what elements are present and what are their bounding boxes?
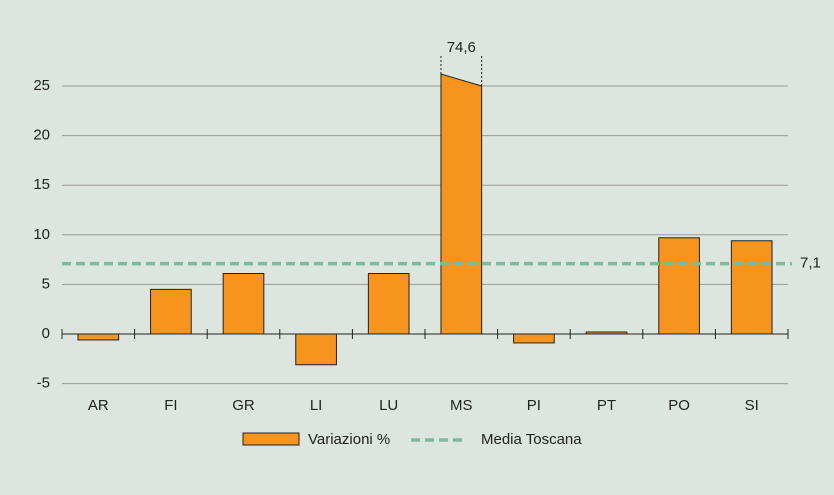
bar <box>367 272 410 335</box>
y-tick-label: 15 <box>33 176 50 193</box>
x-tick-label: GR <box>232 397 255 414</box>
y-tick-label: 0 <box>42 325 50 342</box>
y-tick-label: -5 <box>37 375 50 392</box>
x-tick-label: PI <box>527 397 541 414</box>
bar <box>440 73 483 335</box>
x-tick-label: SI <box>745 397 759 414</box>
bar <box>295 333 337 366</box>
legend-label: Media Toscana <box>481 431 582 448</box>
x-tick-label: LU <box>379 397 398 414</box>
bar <box>150 288 192 335</box>
reference-label: 7,1 <box>800 255 821 272</box>
y-tick-label: 10 <box>33 226 50 243</box>
x-tick-label: AR <box>88 397 109 414</box>
bar <box>730 240 773 335</box>
y-tick-label: 5 <box>42 275 50 292</box>
value-label: 74,6 <box>447 39 476 56</box>
bar <box>77 333 120 341</box>
x-tick-label: FI <box>164 397 177 414</box>
bar <box>513 333 555 344</box>
legend-label: Variazioni % <box>308 431 390 448</box>
x-tick-label: MS <box>450 397 473 414</box>
bar <box>658 237 700 335</box>
legend-swatch <box>242 432 300 446</box>
x-tick-label: PO <box>668 397 690 414</box>
x-tick-label: LI <box>310 397 323 414</box>
y-tick-label: 25 <box>33 77 50 94</box>
x-tick-label: PT <box>597 397 616 414</box>
y-tick-label: 20 <box>33 127 50 144</box>
bar <box>222 272 265 335</box>
